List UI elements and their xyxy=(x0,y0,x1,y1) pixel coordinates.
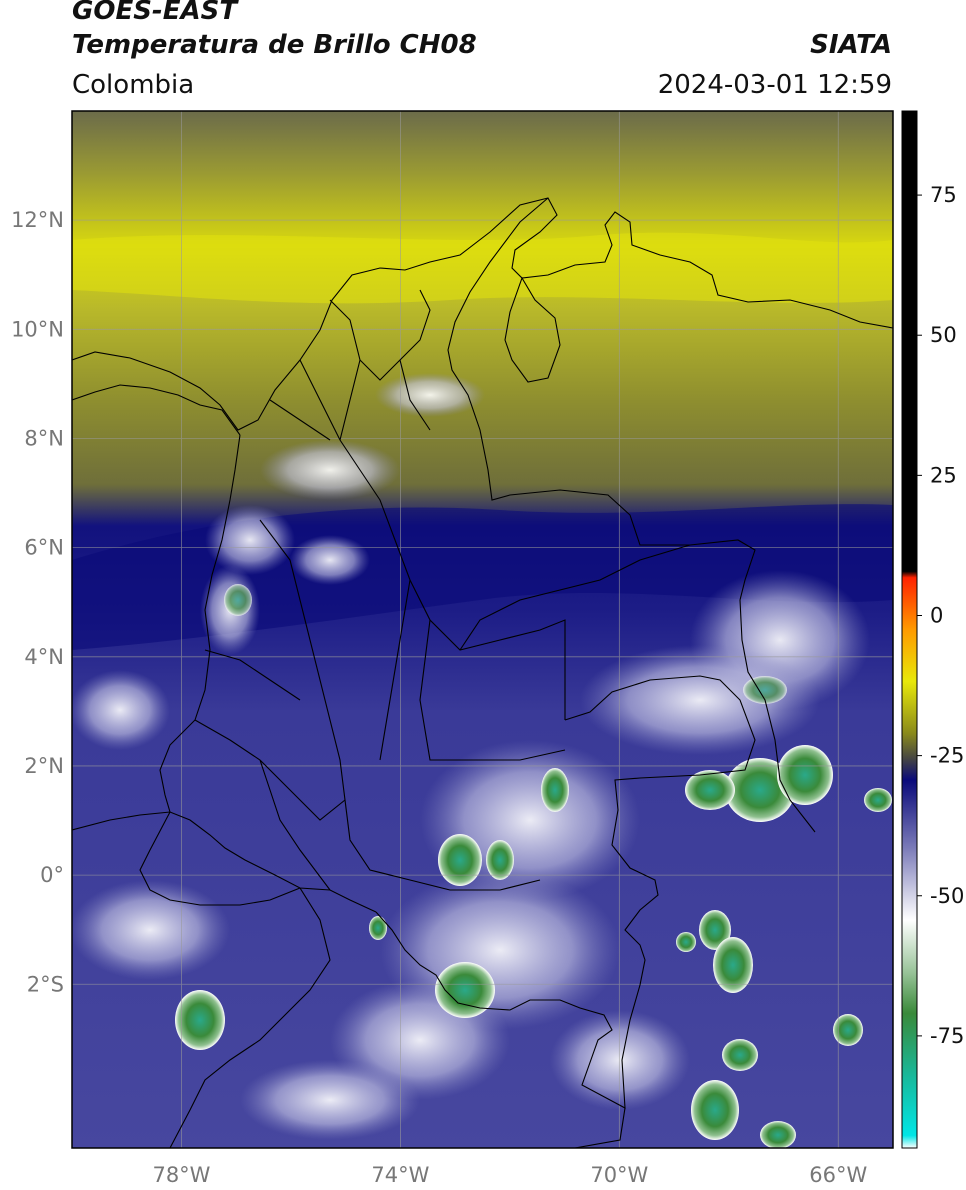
product-title: Temperatura de Brillo CH08 xyxy=(72,30,477,60)
dept-lines-5 xyxy=(194,649,346,891)
pacific-coast xyxy=(159,434,241,813)
latitude-label: 0° xyxy=(40,863,64,887)
colorbar-tick-label: -75 xyxy=(930,1024,964,1048)
latitude-label: 2°N xyxy=(24,754,64,778)
boundaries xyxy=(72,197,893,1148)
latitude-label: 8°N xyxy=(24,426,64,450)
latitude-label: 12°N xyxy=(11,208,64,232)
ecuador-peru-border xyxy=(139,811,331,1148)
longitude-label: 78°W xyxy=(152,1163,210,1187)
longitude-label: 66°W xyxy=(809,1163,867,1187)
colorbar-ticks: 75 50 25 0 -25 -50 -75 xyxy=(917,183,964,1048)
colorbar-tick-label: -25 xyxy=(930,744,964,768)
map-frame xyxy=(71,110,894,1149)
longitude-label: 74°W xyxy=(371,1163,429,1187)
lake-maracaibo xyxy=(504,276,561,383)
colorbar-tick-label: 25 xyxy=(930,463,957,487)
colorbar-tick-label: -50 xyxy=(930,884,964,908)
latitude-labels: 12°N 10°N 8°N 6°N 4°N 2°N 0° 2°S xyxy=(11,208,64,996)
colorbar: 75 50 25 0 -25 -50 -75 xyxy=(901,110,964,1149)
colombia-brazil-border xyxy=(375,675,756,1109)
latitude-label: 4°N xyxy=(24,645,64,669)
latitude-label: 2°S xyxy=(27,972,64,996)
caribbean-coastline xyxy=(72,197,893,431)
colorbar-tick-label: 0 xyxy=(930,603,943,627)
source-label: SIATA xyxy=(810,30,892,60)
colorbar-gradient xyxy=(902,111,917,1148)
brightness-temperature-image xyxy=(72,111,893,1148)
latitude-label: 6°N xyxy=(24,536,64,560)
dept-lines-2 xyxy=(259,519,541,891)
colorbar-frame xyxy=(901,110,918,1149)
datetime-label: 2024-03-01 12:59 xyxy=(657,70,892,100)
longitude-labels: 78°W 74°W 70°W 66°W xyxy=(152,1163,867,1187)
peru-brazil-border xyxy=(574,1107,626,1148)
dept-lines-4 xyxy=(269,289,431,441)
satellite-title: GOES-EAST xyxy=(72,0,238,26)
longitude-label: 70°W xyxy=(590,1163,648,1187)
colorbar-tick-label: 75 xyxy=(930,183,957,207)
dept-lines-3 xyxy=(379,544,691,761)
region-label: Colombia xyxy=(72,70,195,100)
colombia-venezuela-border xyxy=(447,197,816,833)
colorbar-tick-label: 50 xyxy=(930,323,957,347)
latitude-label: 10°N xyxy=(11,317,64,341)
panama-isthmus xyxy=(72,384,241,436)
